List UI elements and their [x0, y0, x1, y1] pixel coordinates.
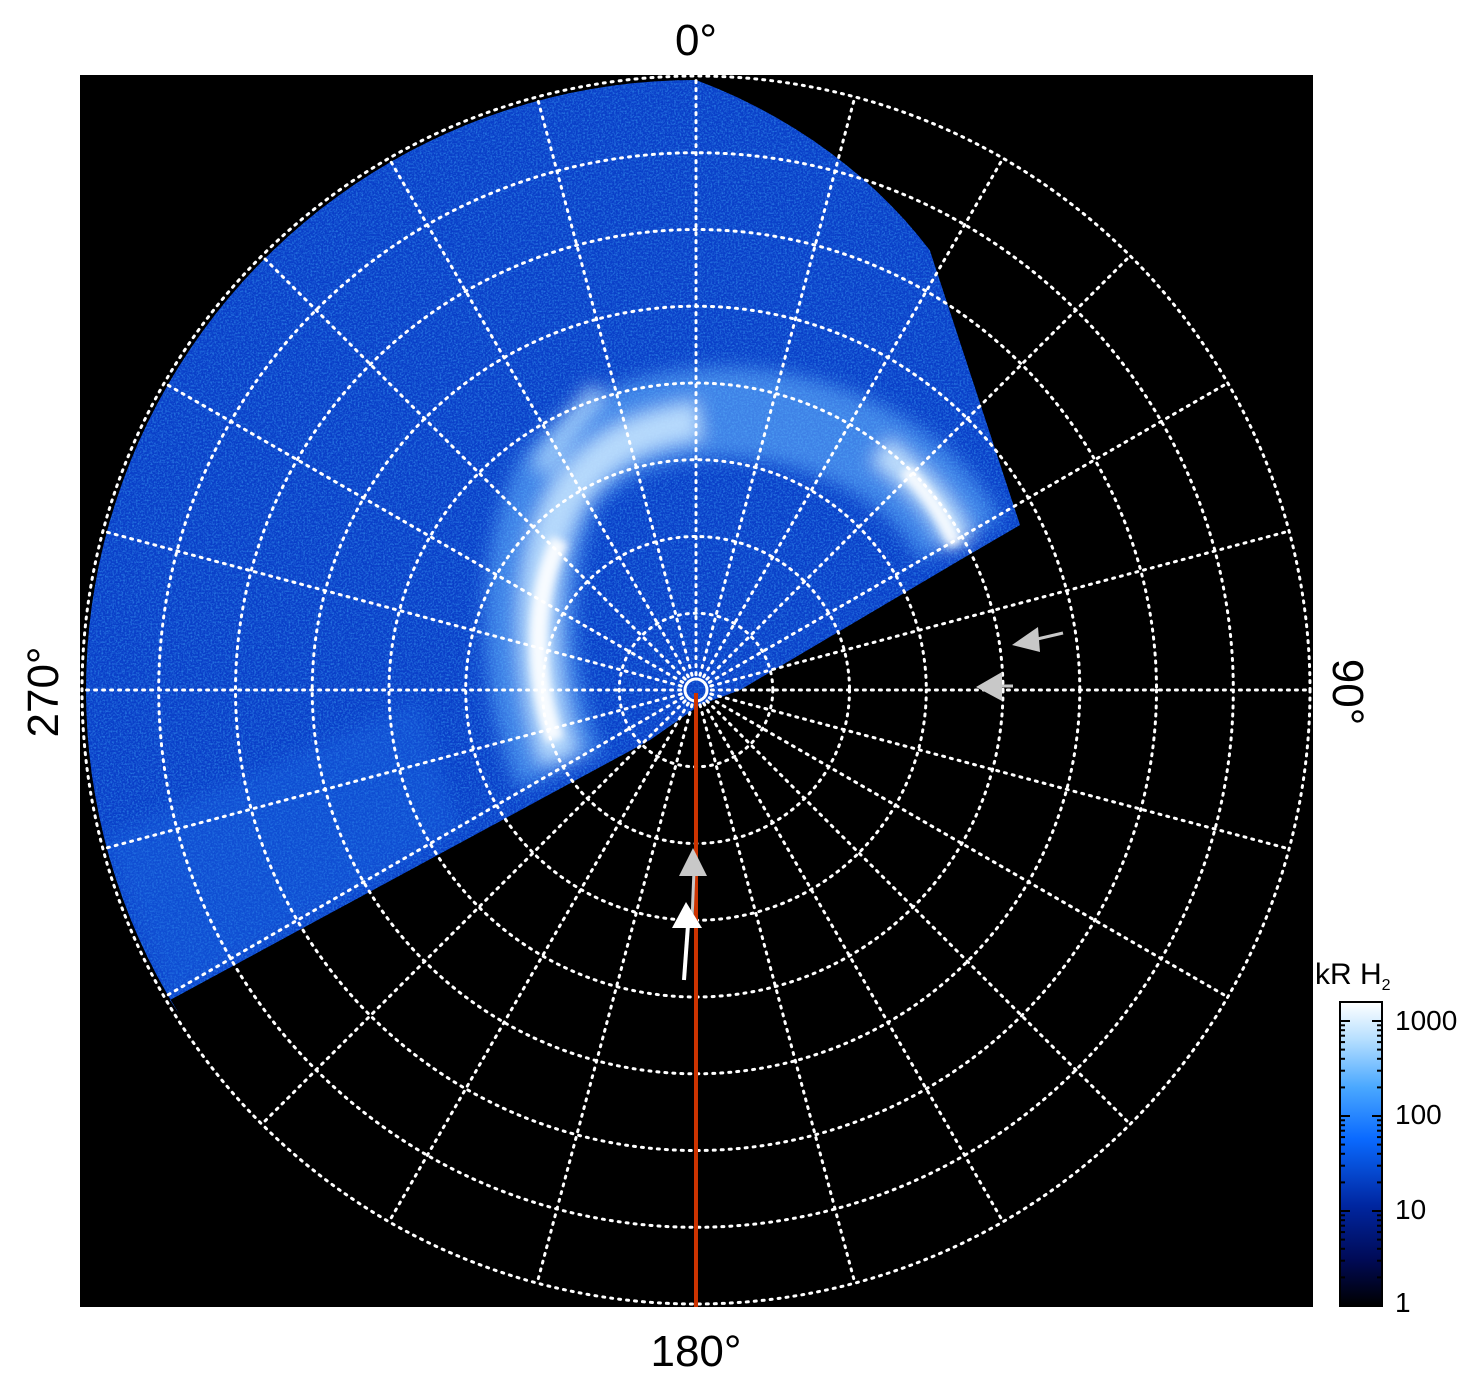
- grid-meridian: [101, 529, 683, 688]
- colorbar-tick-label-1000: 1000: [1395, 1005, 1457, 1036]
- grid-meridian: [709, 692, 1291, 851]
- grid-meridian: [162, 381, 685, 684]
- grid-meridian: [705, 699, 1132, 1126]
- colorbar-tick-label-100: 100: [1395, 1099, 1442, 1130]
- gray-arrow-upper: [1012, 627, 1064, 652]
- grid-meridian: [698, 95, 857, 677]
- angle-label-bottom: 180°: [650, 1327, 741, 1376]
- grid-meridian: [260, 699, 687, 1126]
- colorbar-title: kR H2: [1315, 958, 1391, 994]
- colorbar-tick-label-1: 1: [1395, 1287, 1411, 1318]
- angle-label-top: 0°: [675, 16, 717, 65]
- polar-grid: [80, 75, 1312, 1306]
- colorbar-ticks: [1340, 1020, 1382, 1307]
- angle-label-left: 270°: [19, 646, 68, 737]
- grid-meridian: [387, 156, 690, 679]
- grid-meridian: [162, 696, 685, 999]
- grid-meridian: [260, 254, 687, 681]
- grid-meridian: [707, 381, 1230, 684]
- grid-meridian: [705, 254, 1132, 681]
- white-arrow-meridian: [672, 902, 702, 981]
- colorbar-gradient: [1339, 1001, 1383, 1307]
- grid-meridian: [101, 692, 683, 851]
- grid-meridian: [698, 703, 857, 1285]
- grid-meridian: [707, 696, 1230, 999]
- gray-arrow-meridian: [679, 848, 707, 921]
- grid-ring: [80, 75, 1312, 1306]
- grid-meridian: [702, 156, 1005, 679]
- auroral-oval-core: [529, 465, 962, 744]
- grid-meridian: [387, 701, 690, 1224]
- colorbar: kR H2 1000 100 10 1: [1315, 958, 1457, 1318]
- grid-meridian: [702, 701, 1005, 1224]
- angle-label-right: 90°: [1323, 659, 1372, 726]
- grid-meridian: [709, 529, 1291, 688]
- gray-arrow-lower: [976, 672, 1013, 701]
- grid-meridian: [535, 95, 694, 677]
- colorbar-tick-label-10: 10: [1395, 1194, 1426, 1225]
- grid-meridian: [535, 703, 694, 1285]
